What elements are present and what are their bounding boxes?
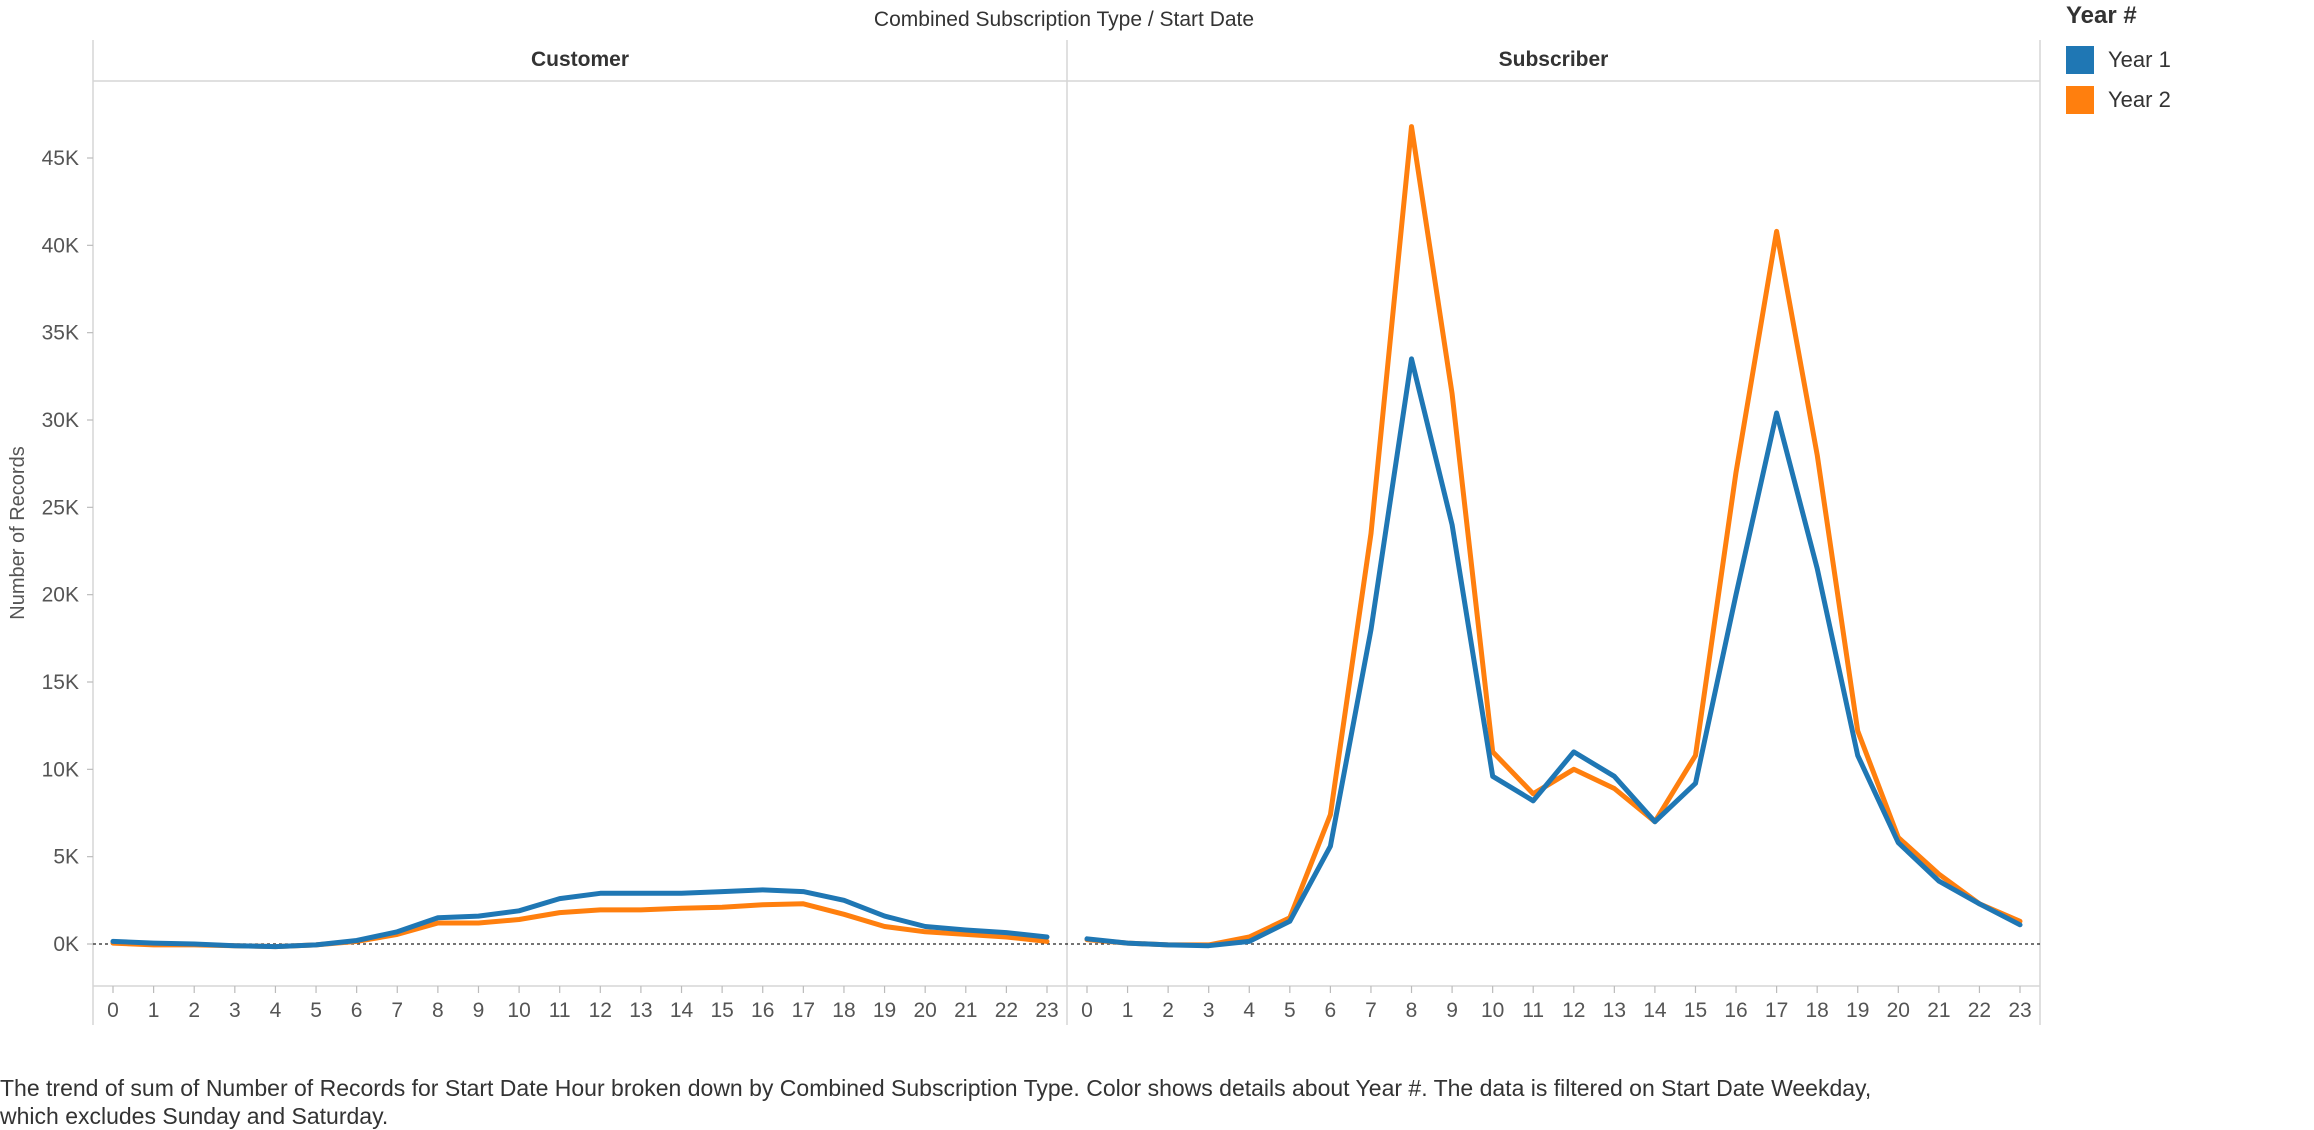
x-tick-label: 12 <box>589 999 612 1022</box>
x-tick-label: 19 <box>873 999 896 1022</box>
x-tick-label: 9 <box>473 999 485 1022</box>
legend-label-year-2: Year 2 <box>2108 87 2171 112</box>
x-tick-label: 15 <box>1684 999 1707 1022</box>
x-tick-label: 3 <box>229 999 241 1022</box>
y-tick-label: 0K <box>53 933 79 956</box>
series-line-year-2[interactable] <box>1084 124 2023 948</box>
x-tick-label: 21 <box>1927 999 1950 1022</box>
y-tick-label: 5K <box>53 846 79 869</box>
x-tick-label: 23 <box>2008 999 2031 1022</box>
x-tick-label: 1 <box>1122 999 1134 1022</box>
y-tick-label: 10K <box>42 758 79 781</box>
y-axis-label: Number of Records <box>7 446 29 619</box>
x-tick-label: 8 <box>1406 999 1418 1022</box>
x-tick-label: 4 <box>1243 999 1255 1022</box>
x-tick-label: 13 <box>1603 999 1626 1022</box>
x-tick-label: 14 <box>670 999 694 1022</box>
x-tick-label: 22 <box>995 999 1018 1022</box>
x-tick-label: 16 <box>1724 999 1747 1022</box>
x-tick-label: 19 <box>1846 999 1869 1022</box>
x-tick-label: 22 <box>1968 999 1991 1022</box>
x-tick-label: 12 <box>1562 999 1585 1022</box>
x-tick-label: 10 <box>507 999 530 1022</box>
x-tick-label: 17 <box>792 999 815 1022</box>
x-tick-label: 11 <box>549 999 571 1022</box>
x-tick-label: 16 <box>751 999 774 1022</box>
x-tick-label: 4 <box>270 999 282 1022</box>
y-tick-label: 30K <box>42 409 79 432</box>
legend-title: Year # <box>2066 2 2137 29</box>
chart-frame <box>92 40 2041 1025</box>
x-tick-label: 1 <box>148 999 160 1022</box>
x-tick-label: 18 <box>1805 999 1828 1022</box>
y-tick-label: 35K <box>42 322 79 345</box>
y-tick-label: 45K <box>42 147 79 170</box>
x-tick-label: 15 <box>710 999 733 1022</box>
panel-title: Subscriber <box>1499 48 1609 71</box>
y-axis: 0K 5K 10K 15K 20K 25K 30K 35K 40K 45K <box>42 147 93 956</box>
series-line-year-2[interactable] <box>110 901 1050 950</box>
series-line-year-1[interactable] <box>110 887 1050 950</box>
legend-swatch-year-1 <box>2066 46 2094 74</box>
x-tick-label: 0 <box>107 999 119 1022</box>
x-tick-label: 21 <box>954 999 977 1022</box>
x-tick-label: 10 <box>1481 999 1504 1022</box>
x-tick-label: 3 <box>1203 999 1215 1022</box>
legend: Year # Year 1 Year 2 <box>2066 2 2306 120</box>
x-tick-label: 14 <box>1643 999 1667 1022</box>
y-tick-label: 20K <box>42 584 79 607</box>
x-tick-label: 11 <box>1522 999 1544 1022</box>
series-line-year-1[interactable] <box>1084 356 2023 949</box>
y-tick-label: 40K <box>42 234 79 257</box>
chart-title: Combined Subscription Type / Start Date <box>874 8 1254 31</box>
x-tick-label: 7 <box>391 999 403 1022</box>
legend-label-year-1: Year 1 <box>2108 47 2171 72</box>
x-tick-label: 2 <box>188 999 200 1022</box>
x-tick-label: 6 <box>1325 999 1337 1022</box>
x-tick-label: 5 <box>310 999 322 1022</box>
x-tick-label: 5 <box>1284 999 1296 1022</box>
legend-item-year-2[interactable]: Year 2 <box>2066 80 2306 120</box>
chart-caption: The trend of sum of Number of Records fo… <box>0 1074 2050 1130</box>
x-tick-label: 18 <box>832 999 855 1022</box>
x-tick-label: 2 <box>1162 999 1174 1022</box>
x-tick-label: 13 <box>629 999 652 1022</box>
y-tick-label: 15K <box>42 671 79 694</box>
legend-swatch-year-2 <box>2066 86 2094 114</box>
x-tick-label: 17 <box>1765 999 1788 1022</box>
legend-item-year-1[interactable]: Year 1 <box>2066 40 2306 80</box>
x-tick-label: 6 <box>351 999 363 1022</box>
y-tick-label: 25K <box>42 496 79 519</box>
x-tick-label: 7 <box>1365 999 1377 1022</box>
caption-line-1: The trend of sum of Number of Records fo… <box>0 1075 1872 1101</box>
x-tick-label: 20 <box>1887 999 1910 1022</box>
x-tick-label: 9 <box>1446 999 1458 1022</box>
panel-title: Customer <box>531 48 629 71</box>
x-tick-label: 8 <box>432 999 444 1022</box>
caption-line-2: which excludes Sunday and Saturday. <box>0 1103 389 1129</box>
x-tick-label: 23 <box>1035 999 1058 1022</box>
x-tick-label: 20 <box>913 999 936 1022</box>
x-tick-label: 0 <box>1081 999 1093 1022</box>
